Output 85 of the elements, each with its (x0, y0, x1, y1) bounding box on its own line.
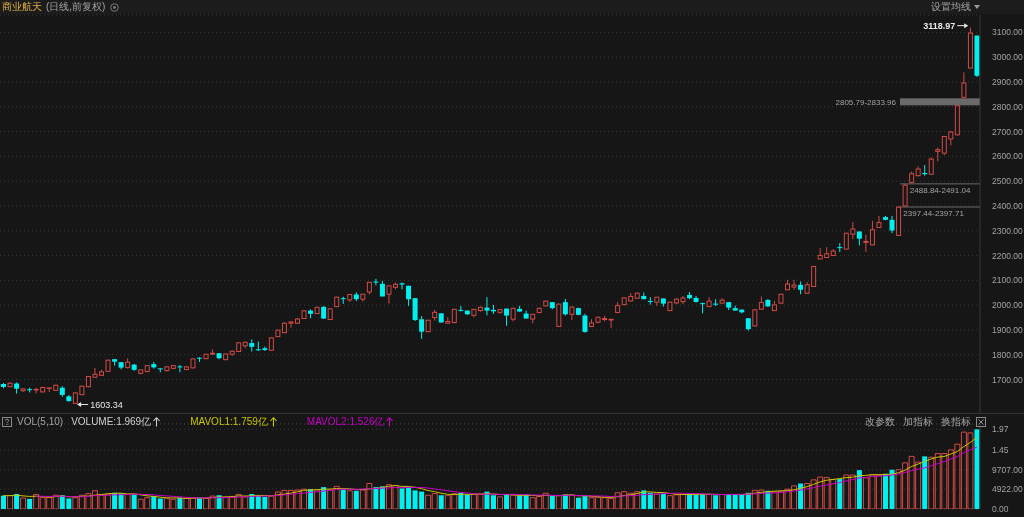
y-tick-label: 4922.00 (992, 484, 1023, 495)
bar (504, 494, 510, 509)
bar (131, 494, 137, 509)
text: 设置均线 (931, 1, 971, 13)
bar (856, 470, 862, 509)
bar (1, 495, 6, 509)
bar (491, 495, 496, 509)
bar (510, 494, 517, 509)
bar (464, 494, 470, 509)
bar (353, 490, 359, 509)
bar (14, 494, 20, 509)
bar (719, 493, 726, 509)
bar (497, 496, 504, 509)
bar (974, 429, 980, 509)
bar (883, 473, 888, 509)
bar (124, 493, 131, 509)
y-tick-label: 2700.00 (992, 126, 1023, 137)
bar (653, 493, 660, 509)
candlestick (399, 282, 405, 290)
band-label: 2488.84-2491.04 (909, 186, 971, 196)
candlestick (177, 364, 183, 373)
bar (549, 495, 555, 509)
chart-title: 商业航天 (2, 1, 42, 13)
legend-label: MAVOL2:1.526亿 (306, 416, 385, 428)
y-tick-label: 1700.00 (992, 374, 1023, 385)
y-tick-label: 1800.00 (992, 349, 1023, 360)
bar (647, 492, 653, 509)
bar (687, 493, 692, 509)
candlestick (582, 313, 588, 334)
y-tick-label: 0.00 (992, 504, 1009, 515)
annotation: VOLUME:1.969亿 (71, 416, 152, 428)
bar (340, 489, 346, 509)
chart-title: VOL(5,10) (17, 416, 64, 428)
bar (438, 495, 444, 509)
bar (157, 498, 163, 509)
bar (379, 486, 385, 509)
annotation: 1603.34 (90, 399, 123, 410)
bar (922, 456, 928, 509)
bar (373, 487, 379, 509)
line-series (35, 446, 978, 499)
y-tick-label: 2200.00 (992, 250, 1023, 261)
chart-subtitle: (日线,前复权) (46, 1, 106, 13)
y2-tick-label: 1.97 (992, 424, 1009, 435)
bar (517, 495, 523, 509)
candlestick (373, 278, 379, 286)
y-tick-label: 2500.00 (992, 176, 1023, 187)
annotation: 加指标 (903, 416, 933, 428)
candlestick (484, 296, 490, 316)
bar (555, 495, 562, 509)
bar (27, 498, 33, 509)
y-tick-label: 1900.00 (992, 324, 1023, 335)
candlestick (961, 71, 967, 99)
y2-tick-label: 1.45 (992, 445, 1009, 456)
bar (20, 497, 27, 509)
bar (660, 494, 666, 509)
annotation: 改参数 (865, 416, 895, 428)
bar (346, 490, 353, 509)
bar (706, 493, 713, 509)
candlestick (876, 215, 882, 229)
y-tick-label: 2100.00 (992, 275, 1023, 286)
bar (568, 494, 575, 509)
candlestick (647, 296, 653, 306)
y-tick-label: 2400.00 (992, 200, 1023, 211)
band-label: 2805.79-2833.96 (835, 97, 897, 107)
bar (151, 496, 157, 509)
y-tick-label: 2000.00 (992, 300, 1023, 311)
y-tick-label: 2300.00 (992, 225, 1023, 236)
y-tick-label: 3100.00 (992, 27, 1023, 38)
y-tick-label: 2900.00 (992, 76, 1023, 87)
bar (713, 495, 719, 509)
annotation: 3118.97 (923, 20, 956, 31)
band-label: 2397.44-2397.71 (903, 209, 965, 219)
y-tick-label: 9707.00 (992, 464, 1023, 475)
bar (458, 492, 464, 509)
legend-label: MAVOL1:1.759亿 (190, 416, 268, 428)
y-tick-label: 3000.00 (992, 52, 1023, 63)
bar (314, 489, 321, 509)
y-tick-label: 2600.00 (992, 151, 1023, 162)
annotation: 换指标 (941, 416, 971, 428)
bar (7, 495, 14, 509)
candlestick (556, 303, 562, 328)
y-tick-label: 2800.00 (992, 101, 1023, 112)
bar (889, 469, 895, 509)
bar (726, 494, 732, 509)
bar (837, 479, 843, 509)
